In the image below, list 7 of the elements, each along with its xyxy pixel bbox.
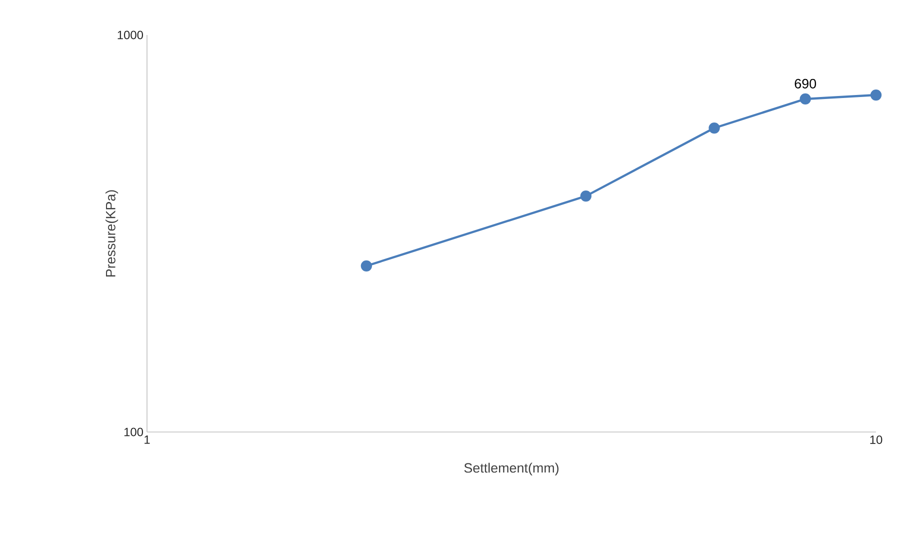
x-tick-label: 10 [870, 436, 882, 444]
y-tick-label: 100 [124, 428, 144, 436]
x-tick-label: 1 [144, 436, 150, 444]
data-label: 690 [794, 78, 816, 88]
y-axis-title: Pressure(KPa) [106, 190, 118, 276]
y-tick-label: 1000 [118, 30, 144, 40]
x-axis-title: Settlement(mm) [464, 462, 558, 476]
